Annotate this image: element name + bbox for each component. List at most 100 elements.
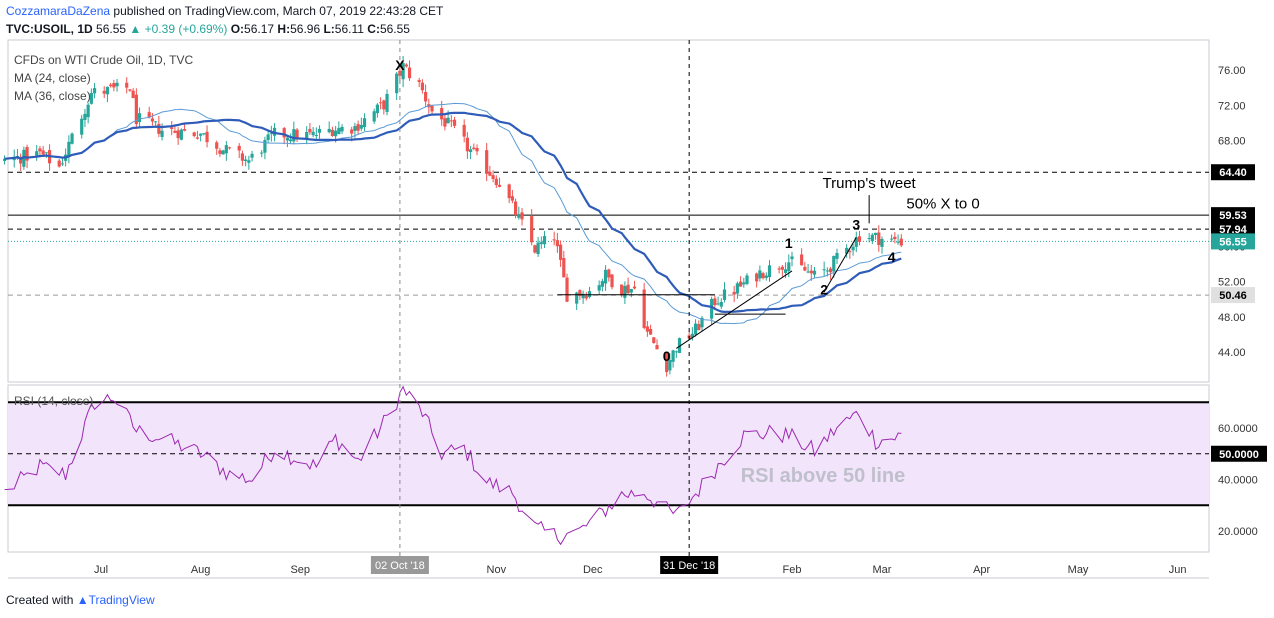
candle-body xyxy=(334,130,338,137)
candle-body xyxy=(131,90,135,99)
price-axis-tick: 68.00 xyxy=(1218,136,1246,148)
chart-annotation: 2 xyxy=(820,282,828,298)
created-with-text: Created with xyxy=(6,593,74,607)
candle-body xyxy=(379,102,383,104)
candle-body xyxy=(559,244,563,260)
candle-body xyxy=(195,137,200,139)
candle-body xyxy=(401,63,405,80)
candle-body xyxy=(67,141,71,157)
candle-body xyxy=(305,131,309,139)
candle-body xyxy=(452,119,457,126)
candle-body xyxy=(260,152,264,154)
time-axis-tick: Jul xyxy=(94,564,108,576)
candle-body xyxy=(80,118,84,135)
candle-body xyxy=(60,163,65,165)
candle-body xyxy=(430,105,434,112)
candle-body xyxy=(854,237,858,247)
candle-body xyxy=(137,113,142,123)
candle-body xyxy=(780,266,784,270)
rsi-axis-tick: 20.0000 xyxy=(1218,526,1258,538)
candle-body xyxy=(600,281,604,287)
candle-body xyxy=(41,150,45,155)
candle-body xyxy=(372,111,376,122)
candle-body xyxy=(488,171,492,176)
time-axis-tick: Dec xyxy=(583,564,603,576)
candle-body xyxy=(224,145,228,154)
candle-body xyxy=(311,131,315,136)
price-marker xyxy=(1211,233,1255,250)
time-axis-tick: Aug xyxy=(191,564,211,576)
rsi-line xyxy=(4,385,902,546)
candle-body xyxy=(845,247,849,254)
candle-body xyxy=(555,240,559,247)
candle-body xyxy=(308,128,312,133)
candle-body xyxy=(668,360,672,371)
candle-body xyxy=(542,236,547,245)
candle-body xyxy=(170,127,174,129)
candle-body xyxy=(160,130,164,137)
candle-body xyxy=(244,159,248,162)
candle-body xyxy=(584,295,588,299)
price-marker-label: 57.94 xyxy=(1219,224,1247,236)
candle-body xyxy=(648,328,653,335)
candle-body xyxy=(443,118,447,127)
candle-body xyxy=(465,137,469,152)
candle-body xyxy=(375,104,380,114)
candle-body xyxy=(825,270,829,272)
candle-body xyxy=(491,175,495,179)
rsi-50-label: 50.0000 xyxy=(1219,449,1259,461)
candle-body xyxy=(266,134,270,141)
time-axis-tick: May xyxy=(1068,564,1089,576)
candle-body xyxy=(575,292,579,304)
candle-body xyxy=(783,269,788,273)
tradingview-link[interactable]: TradingView xyxy=(88,593,155,607)
low-value: 56.11 xyxy=(334,22,364,36)
candle-body xyxy=(603,269,608,284)
candle-body xyxy=(221,150,225,155)
candle-body xyxy=(35,151,39,158)
candle-body xyxy=(587,291,592,298)
candle-body xyxy=(112,83,116,88)
candle-body xyxy=(536,242,540,255)
price-axis-tick: 76.00 xyxy=(1218,65,1246,77)
candle-body xyxy=(732,291,736,295)
rsi-legend: RSI (14, close) xyxy=(14,394,93,408)
trend-arrow-2 xyxy=(823,237,857,293)
candle-body xyxy=(645,326,649,332)
ma-24-line xyxy=(4,102,902,325)
candle-body xyxy=(282,128,286,138)
close-value: 56.55 xyxy=(379,22,410,36)
candle-body xyxy=(92,88,97,94)
price-axis-tick: 72.00 xyxy=(1218,100,1246,112)
candle-body xyxy=(337,128,341,135)
candle-body xyxy=(880,239,884,247)
rsi-axis-tick: 60.0000 xyxy=(1218,423,1258,435)
candle-body xyxy=(857,236,862,242)
candle-body xyxy=(828,268,833,273)
candle-body xyxy=(710,298,714,319)
candle-body xyxy=(787,262,791,272)
candle-body xyxy=(128,89,132,91)
candle-body xyxy=(642,289,646,328)
candle-body xyxy=(565,277,569,302)
author-link[interactable]: CozzamaraDaZena xyxy=(6,4,111,18)
trend-arrow-1 xyxy=(676,270,793,349)
candle-body xyxy=(327,128,331,133)
price-marker xyxy=(1211,287,1255,304)
candle-body xyxy=(700,317,704,328)
candle-body xyxy=(835,252,839,259)
candle-body xyxy=(57,160,61,167)
candle-body xyxy=(269,133,273,135)
candle-body xyxy=(38,148,42,152)
footer: Created with ▲TradingView xyxy=(6,593,155,607)
candle-body xyxy=(247,160,251,163)
chart-annotation: X xyxy=(395,57,405,73)
price-marker-label: 59.53 xyxy=(1219,210,1247,222)
candle-body xyxy=(552,239,556,241)
candle-body xyxy=(738,281,743,287)
candle-body xyxy=(671,350,675,362)
change-arrow-icon: ▲ xyxy=(129,22,142,36)
candle-body xyxy=(205,131,209,143)
candle-body xyxy=(237,145,241,151)
